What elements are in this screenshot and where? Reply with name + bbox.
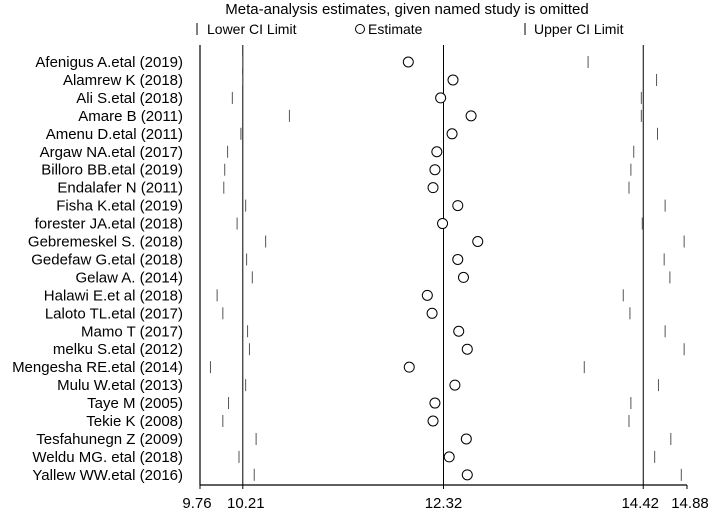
x-tick-label: 14.88	[671, 495, 709, 512]
estimate-marker	[427, 415, 439, 427]
study-label: Amenu D.etal (2011)	[46, 126, 183, 143]
study-label: Halawi E.et al (2018)	[44, 287, 183, 304]
estimate-marker	[426, 307, 438, 319]
estimate-marker	[431, 146, 443, 158]
study-label: Fisha K.etal (2019)	[56, 198, 183, 215]
legend: Lower CI Limit Estimate Upper CI Limit	[196, 21, 624, 37]
study-label: Endalafer N (2011)	[57, 180, 183, 197]
estimate-marker	[472, 236, 484, 247]
study-label: Afenigus A.etal (2019)	[35, 54, 183, 71]
study-label: forester JA.etal (2018)	[35, 216, 183, 233]
estimate-marker	[453, 325, 465, 337]
estimate-marker	[460, 433, 472, 445]
study-label: Taye M (2005)	[87, 395, 183, 412]
study-label: Alamrew K (2018)	[63, 72, 183, 89]
estimate-marker	[427, 182, 439, 194]
estimate-marker	[449, 379, 461, 391]
legend-estimate-marker	[355, 24, 365, 34]
legend-label: Upper CI Limit	[534, 21, 624, 37]
estimate-marker	[446, 128, 458, 140]
estimate-marker	[437, 218, 449, 230]
estimate-marker	[457, 271, 469, 283]
study-label: Mulu W.etal (2013)	[57, 377, 183, 394]
estimate-marker	[461, 469, 473, 481]
x-tick-label: 14.42	[621, 495, 659, 512]
x-tick-label: 10.21	[227, 495, 265, 512]
study-label: Billoro BB.etal (2019)	[41, 162, 183, 179]
estimate-marker	[447, 74, 459, 86]
estimate-marker	[452, 253, 464, 265]
study-labels: Afenigus A.etal (2019)Alamrew K (2018)Al…	[12, 54, 183, 484]
legend-label: Lower CI Limit	[207, 21, 297, 37]
study-label: Ali S.etal (2018)	[76, 90, 183, 107]
estimate-marker	[429, 164, 441, 176]
legend-label: Estimate	[368, 21, 423, 37]
estimate-marker	[402, 56, 414, 68]
estimate-marker	[452, 200, 464, 212]
x-tick-label: 12.32	[425, 495, 463, 512]
estimate-marker	[461, 343, 473, 355]
study-label: Mamo T (2017)	[81, 323, 183, 340]
study-label: Gelaw A. (2014)	[75, 269, 183, 286]
study-label: Yallew WW.etal (2016)	[32, 467, 183, 484]
study-label: Gedefaw G.etal (2018)	[31, 251, 183, 268]
study-label: Argaw NA.etal (2017)	[40, 144, 183, 161]
study-label: Tekie K (2008)	[86, 413, 183, 430]
estimate-marker	[421, 289, 433, 301]
study-marks	[209, 56, 685, 481]
estimate-marker	[429, 397, 441, 409]
estimate-marker	[435, 92, 447, 104]
x-axis: 9.76 10.21 12.32 14.42 14.88	[182, 485, 709, 512]
estimate-marker	[465, 110, 477, 122]
study-label: Weldu MG. etal (2018)	[32, 449, 183, 466]
study-label: Tesfahunegn Z (2009)	[36, 431, 183, 448]
study-label: Laloto TL.etal (2017)	[45, 305, 183, 322]
study-label: Amare B (2011)	[78, 108, 183, 125]
study-label: Mengesha RE.etal (2014)	[12, 359, 183, 376]
x-tick-label: 9.76	[182, 495, 211, 512]
reference-lines	[242, 45, 644, 485]
chart-title: Meta-analysis estimates, given named stu…	[225, 1, 589, 18]
estimate-marker	[403, 361, 415, 373]
estimate-marker	[443, 451, 455, 463]
study-label: Gebremeskel S. (2018)	[28, 234, 183, 251]
study-label: melku S.etal (2012)	[53, 341, 183, 358]
